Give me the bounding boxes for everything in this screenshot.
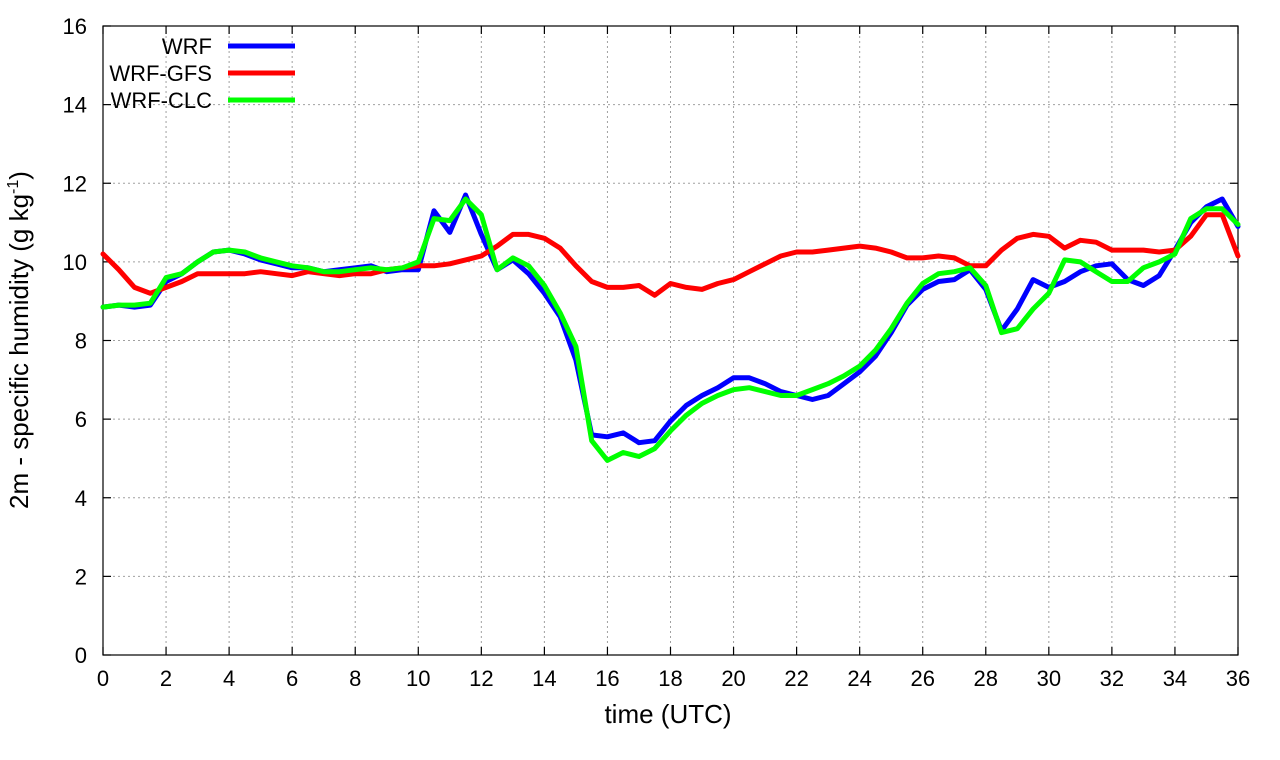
x-tick-label: 32 — [1100, 666, 1124, 691]
x-tick-label: 20 — [721, 666, 745, 691]
x-tick-label: 18 — [658, 666, 682, 691]
x-tick-label: 34 — [1163, 666, 1187, 691]
series-line-wrf-clc — [100, 196, 1241, 463]
x-tick-label: 30 — [1037, 666, 1061, 691]
x-tick-label: 22 — [784, 666, 808, 691]
y-tick-label: 0 — [75, 643, 87, 668]
legend-label-wrf: WRF — [162, 34, 212, 59]
y-tick-label: 8 — [75, 329, 87, 354]
series-line-wrf-gfs — [100, 212, 1241, 298]
x-tick-label: 28 — [974, 666, 998, 691]
x-tick-label: 24 — [847, 666, 871, 691]
y-tick-label: 6 — [75, 407, 87, 432]
x-axis-title: time (UTC) — [604, 699, 731, 729]
x-tick-labels: 0 2 4 6 8 10 12 14 16 18 20 22 24 26 28 30 32 34 36 — [97, 666, 1250, 691]
x-tick-label: 12 — [469, 666, 493, 691]
series-group — [100, 192, 1241, 463]
axis-ticks — [102, 25, 1239, 656]
x-tick-label: 36 — [1226, 666, 1250, 691]
x-tick-label: 2 — [160, 666, 172, 691]
x-tick-label: 10 — [406, 666, 430, 691]
x-tick-label: 8 — [349, 666, 361, 691]
y-tick-label: 4 — [75, 486, 87, 511]
y-tick-label: 14 — [63, 93, 87, 118]
legend-label-wrf-gfs: WRF-GFS — [109, 61, 212, 86]
x-tick-label: 6 — [286, 666, 298, 691]
x-tick-label: 26 — [910, 666, 934, 691]
y-tick-label: 16 — [63, 14, 87, 39]
y-tick-label: 12 — [63, 171, 87, 196]
y-axis-title-close: ) — [4, 171, 34, 180]
y-tick-label: 2 — [75, 564, 87, 589]
y-tick-labels: 0 2 4 6 8 10 12 14 16 — [63, 14, 87, 668]
y-tick-label: 10 — [63, 250, 87, 275]
grid — [103, 26, 1238, 655]
x-tick-label: 16 — [595, 666, 619, 691]
x-tick-label: 4 — [223, 666, 235, 691]
y-axis-title: 2m - specific humidity (g kg-1) — [4, 171, 34, 509]
x-tick-label: 14 — [532, 666, 556, 691]
x-tick-label: 0 — [97, 666, 109, 691]
y-axis-title-main: 2m - specific humidity (g kg — [4, 194, 34, 509]
y-axis-title-superscript: -1 — [5, 180, 22, 194]
legend-label-wrf-clc: WRF-CLC — [111, 88, 213, 113]
